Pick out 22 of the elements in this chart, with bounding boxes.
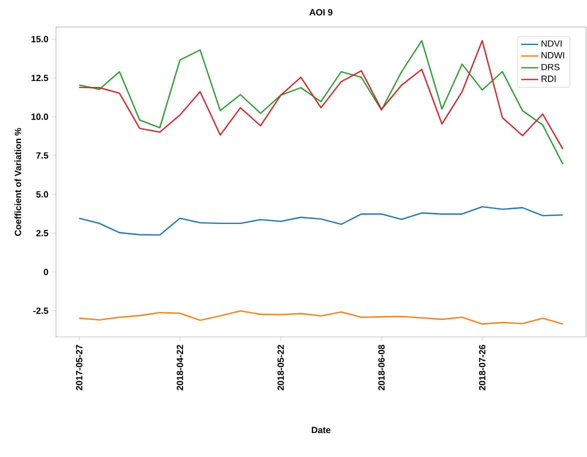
legend-label: NDVI: [542, 40, 562, 47]
x-tick-label: 2018-04-22: [176, 344, 184, 390]
x-axis-title: Date: [312, 426, 330, 434]
x-tick-label: 2018-05-22: [278, 344, 284, 390]
y-tick-label: -2.5: [33, 308, 48, 314]
y-tick-label: 15.0: [32, 36, 48, 42]
line-series: [78, 206, 564, 236]
y-tick-label: 10.0: [32, 114, 48, 120]
y-tick-label: 5.0: [36, 191, 48, 198]
x-tick-label: 2018-06-08: [378, 344, 385, 390]
legend-label: NDWI: [542, 52, 564, 58]
legend-label: DRS: [542, 64, 560, 70]
legend-label: RDI: [542, 76, 556, 82]
line-series: [78, 310, 564, 325]
y-tick-label: 12.5: [32, 74, 48, 82]
x-tick-label: 2018-07-26: [479, 344, 486, 390]
y-tick-label: 0: [44, 268, 48, 276]
y-tick-label: 2.5: [36, 230, 48, 236]
x-tick-label: 2017-05-27: [76, 344, 82, 390]
chart-title: AOI 9: [309, 9, 332, 16]
y-tick-label: 7.5: [36, 152, 48, 159]
y-axis-title: Coefficient of Variation %: [14, 128, 22, 236]
